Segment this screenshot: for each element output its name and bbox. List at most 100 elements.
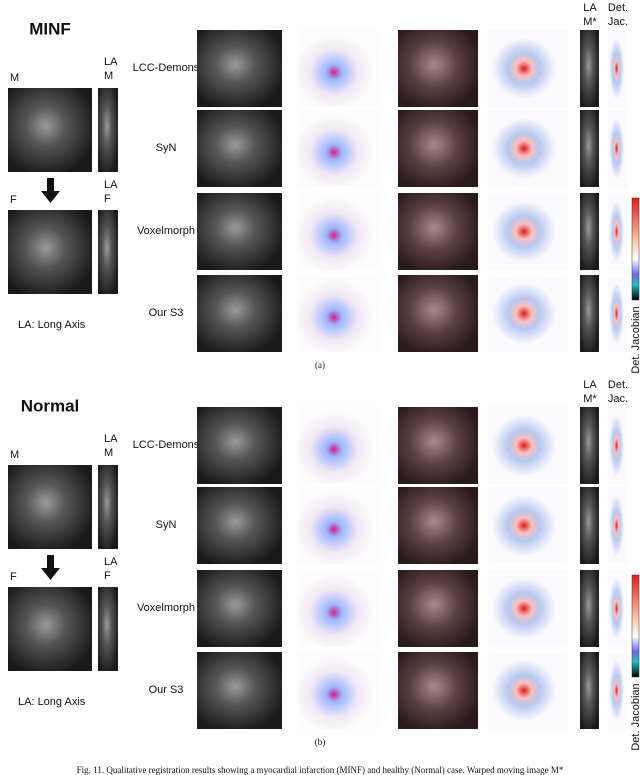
column-header: LA [583, 379, 597, 391]
moving-label: M [10, 449, 19, 461]
la-fixed-image [98, 587, 118, 671]
la-moving-label: LA [104, 56, 118, 68]
result-strip [580, 193, 599, 270]
column-header: M* [583, 16, 597, 28]
result-image [298, 487, 378, 564]
panel-label: (a) [315, 360, 325, 370]
result-image [298, 652, 378, 729]
result-image [197, 193, 282, 270]
panel-title: Normal [21, 396, 80, 415]
result-image [197, 407, 282, 484]
result-image [197, 652, 282, 729]
result-image [197, 275, 282, 352]
panel-title: MINF [29, 19, 71, 38]
row-label: Voxelmorph [137, 602, 195, 614]
result-image [298, 275, 378, 352]
arrow-head [41, 568, 60, 580]
result-strip [608, 407, 627, 484]
row-label: LCC-Demons [133, 62, 200, 74]
result-strip [580, 30, 599, 107]
moving-image [8, 88, 92, 172]
moving-label: M [10, 72, 19, 84]
result-image [398, 30, 478, 107]
la-fixed-label: F [104, 570, 111, 582]
result-image [488, 30, 568, 107]
colorbar-label: Det. Jacobian [630, 683, 640, 750]
result-image [398, 193, 478, 270]
row-label: SyN [156, 142, 177, 154]
result-image [488, 487, 568, 564]
caption: Fig. 11. Qualitative registration result… [77, 765, 564, 775]
la-fixed-label: LA [104, 179, 118, 191]
la-moving-image [98, 88, 118, 172]
result-image [398, 275, 478, 352]
result-strip [580, 110, 599, 187]
column-header: Jac. [608, 16, 628, 28]
result-strip [580, 407, 599, 484]
colorbar [631, 574, 640, 678]
column-header: Jac. [608, 393, 628, 405]
result-image [398, 570, 478, 647]
result-image [298, 30, 378, 107]
note: LA: Long Axis [18, 696, 86, 708]
result-image [488, 407, 568, 484]
result-image [398, 407, 478, 484]
result-strip [608, 487, 627, 564]
result-strip [608, 570, 627, 647]
la-moving-label: M [104, 447, 113, 459]
result-image [488, 570, 568, 647]
fixed-label: F [10, 194, 17, 206]
result-image [298, 407, 378, 484]
note: LA: Long Axis [18, 319, 86, 331]
result-image [298, 193, 378, 270]
result-strip [580, 652, 599, 729]
column-header: Det. [608, 2, 628, 14]
la-moving-label: LA [104, 433, 118, 445]
result-image [197, 487, 282, 564]
result-image [197, 570, 282, 647]
arrow-head [41, 191, 60, 203]
fixed-image [8, 210, 92, 294]
result-image [398, 487, 478, 564]
row-label: LCC-Demons [133, 439, 200, 451]
row-label: SyN [156, 519, 177, 531]
moving-image [8, 465, 92, 549]
result-strip [608, 110, 627, 187]
column-header: LA [583, 2, 597, 14]
la-fixed-label: F [104, 193, 111, 205]
result-image [298, 110, 378, 187]
result-image [488, 193, 568, 270]
arrow-shaft [47, 555, 54, 569]
la-fixed-image [98, 210, 118, 294]
row-label: Our S3 [149, 684, 184, 696]
arrow-shaft [47, 178, 54, 192]
fixed-label: F [10, 571, 17, 583]
column-header: Det. [608, 379, 628, 391]
result-image [398, 110, 478, 187]
result-image [197, 110, 282, 187]
result-strip [580, 570, 599, 647]
la-moving-image [98, 465, 118, 549]
la-moving-label: M [104, 70, 113, 82]
result-strip [608, 193, 627, 270]
result-image [298, 570, 378, 647]
result-image [488, 275, 568, 352]
result-strip [608, 275, 627, 352]
result-image [488, 110, 568, 187]
colorbar [631, 197, 640, 301]
result-image [488, 652, 568, 729]
result-strip [608, 652, 627, 729]
row-label: Our S3 [149, 307, 184, 319]
result-strip [608, 30, 627, 107]
result-image [197, 30, 282, 107]
fixed-image [8, 587, 92, 671]
result-strip [580, 275, 599, 352]
result-strip [580, 487, 599, 564]
result-image [398, 652, 478, 729]
column-header: M* [583, 393, 597, 405]
la-fixed-label: LA [104, 556, 118, 568]
row-label: Voxelmorph [137, 225, 195, 237]
panel-label: (b) [315, 737, 326, 747]
colorbar-label: Det. Jacobian [630, 306, 640, 373]
